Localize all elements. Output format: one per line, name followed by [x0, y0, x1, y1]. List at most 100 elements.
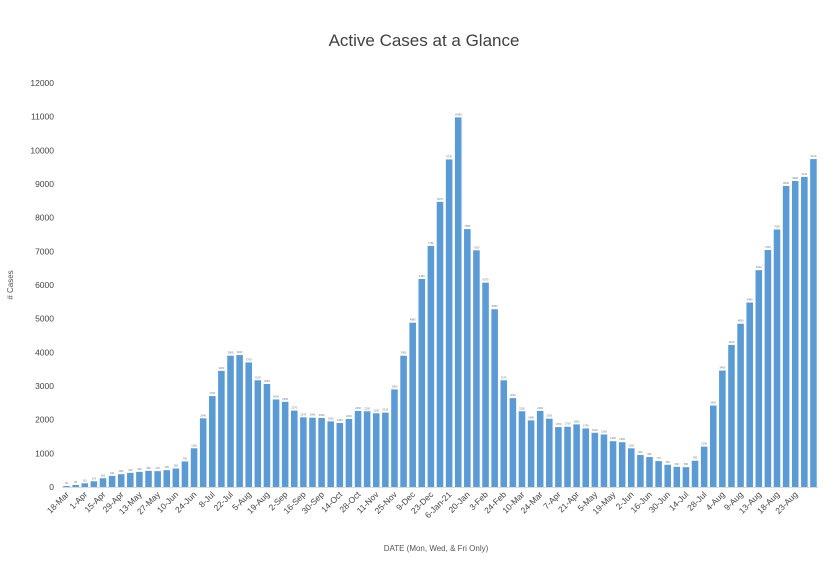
- bar: [190, 448, 198, 487]
- bar: [145, 470, 152, 487]
- data-label: 760: [183, 456, 188, 460]
- data-label: 30: [65, 481, 68, 485]
- data-label: 3900: [228, 351, 234, 355]
- data-label: 2600: [273, 394, 279, 398]
- data-label: 890: [647, 452, 652, 456]
- bar: [163, 470, 171, 487]
- data-label: 8940: [783, 181, 789, 185]
- bar: [454, 117, 462, 487]
- y-tick-label: 7000: [35, 246, 54, 256]
- bar: [628, 448, 635, 487]
- data-label: 550: [174, 463, 179, 467]
- bar: [737, 323, 744, 487]
- x-tick-label: 4-Aug: [704, 489, 727, 512]
- bar: [691, 460, 699, 487]
- data-label: 8470: [437, 197, 443, 201]
- bar: [181, 461, 189, 487]
- data-label: 7650: [774, 224, 780, 228]
- bar: [700, 446, 708, 487]
- bar: [536, 410, 544, 487]
- data-label: 2270: [291, 406, 297, 410]
- data-label: 3920: [237, 350, 243, 354]
- bar: [218, 370, 225, 487]
- bar: [363, 411, 371, 487]
- data-label: 3900: [401, 351, 407, 355]
- data-label: 1560: [601, 429, 607, 433]
- bar: [81, 483, 89, 487]
- bar: [682, 467, 690, 487]
- bar: [209, 396, 216, 487]
- bar: [637, 455, 644, 487]
- bar: [709, 405, 717, 487]
- data-label: 1360: [610, 436, 616, 440]
- y-tick-label: 5000: [35, 314, 54, 324]
- data-label: 260: [101, 473, 106, 477]
- data-label: 9210: [801, 172, 807, 176]
- data-label: 2420: [710, 401, 716, 405]
- bar: [272, 399, 280, 487]
- y-tick-label: 6000: [35, 280, 54, 290]
- data-label: 600: [675, 462, 680, 466]
- data-label: 1780: [556, 422, 562, 426]
- data-label: 2210: [382, 408, 388, 412]
- bar: [555, 427, 562, 487]
- x-axis-label: DATE (Mon, Wed, & Fri Only): [384, 544, 489, 553]
- bar: [491, 309, 498, 487]
- bar: [473, 250, 480, 487]
- x-tick-label: 21-Apr: [556, 489, 581, 514]
- data-label: 2640: [510, 393, 516, 397]
- data-label: 1980: [528, 415, 534, 419]
- bar: [646, 457, 653, 487]
- y-tick-label: 11000: [31, 112, 54, 122]
- data-label: 950: [638, 450, 643, 454]
- bar: [354, 410, 362, 487]
- bar: [382, 412, 389, 487]
- data-label: 2530: [282, 397, 288, 401]
- bar: [436, 201, 444, 487]
- bar: [673, 466, 681, 487]
- bar: [655, 461, 662, 487]
- data-label: 3450: [219, 366, 225, 370]
- x-tick-label: 28-Jul: [685, 489, 709, 513]
- data-label: 450: [137, 467, 142, 471]
- data-label: 330: [110, 471, 115, 475]
- data-label: 6180: [419, 274, 425, 278]
- bar: [108, 475, 116, 487]
- data-label: 2040: [200, 413, 206, 417]
- y-tick-label: 3000: [35, 381, 54, 391]
- data-label: 1200: [701, 442, 707, 446]
- x-axis-ticks: 18-Mar1-Apr15-Apr29-Apr13-May27-May10-Ju…: [45, 489, 800, 520]
- bar: [391, 389, 398, 487]
- bar: [573, 424, 580, 487]
- bar: [318, 417, 325, 487]
- data-label: 2260: [537, 406, 543, 410]
- data-label: 4850: [738, 319, 744, 323]
- data-label: 2060: [310, 413, 316, 417]
- bar: [172, 468, 180, 487]
- data-label: 9090: [792, 176, 798, 180]
- bar: [309, 417, 316, 487]
- data-label: 6070: [483, 278, 489, 282]
- data-label: 9730: [446, 154, 452, 158]
- x-tick-label: 18-Mar: [45, 489, 71, 515]
- bar: [400, 355, 407, 487]
- bar: [810, 159, 817, 487]
- data-label: 7660: [464, 224, 470, 228]
- y-tick-label: 8000: [35, 213, 54, 223]
- y-tick-label: 1000: [35, 448, 54, 458]
- bar: [117, 474, 125, 487]
- bar: [418, 278, 426, 487]
- bar: [746, 302, 753, 487]
- bar: [127, 472, 134, 487]
- data-label: 1740: [583, 423, 589, 427]
- data-label: 780: [693, 456, 698, 460]
- data-label: 7030: [474, 245, 480, 249]
- bar: [90, 481, 98, 487]
- bar: [518, 411, 526, 487]
- bar: [764, 249, 772, 487]
- data-label: 2260: [355, 406, 361, 410]
- y-axis-label: # Cases: [6, 270, 15, 299]
- bar: [281, 401, 289, 487]
- data-label: 3060: [264, 379, 270, 383]
- bar: [154, 471, 161, 487]
